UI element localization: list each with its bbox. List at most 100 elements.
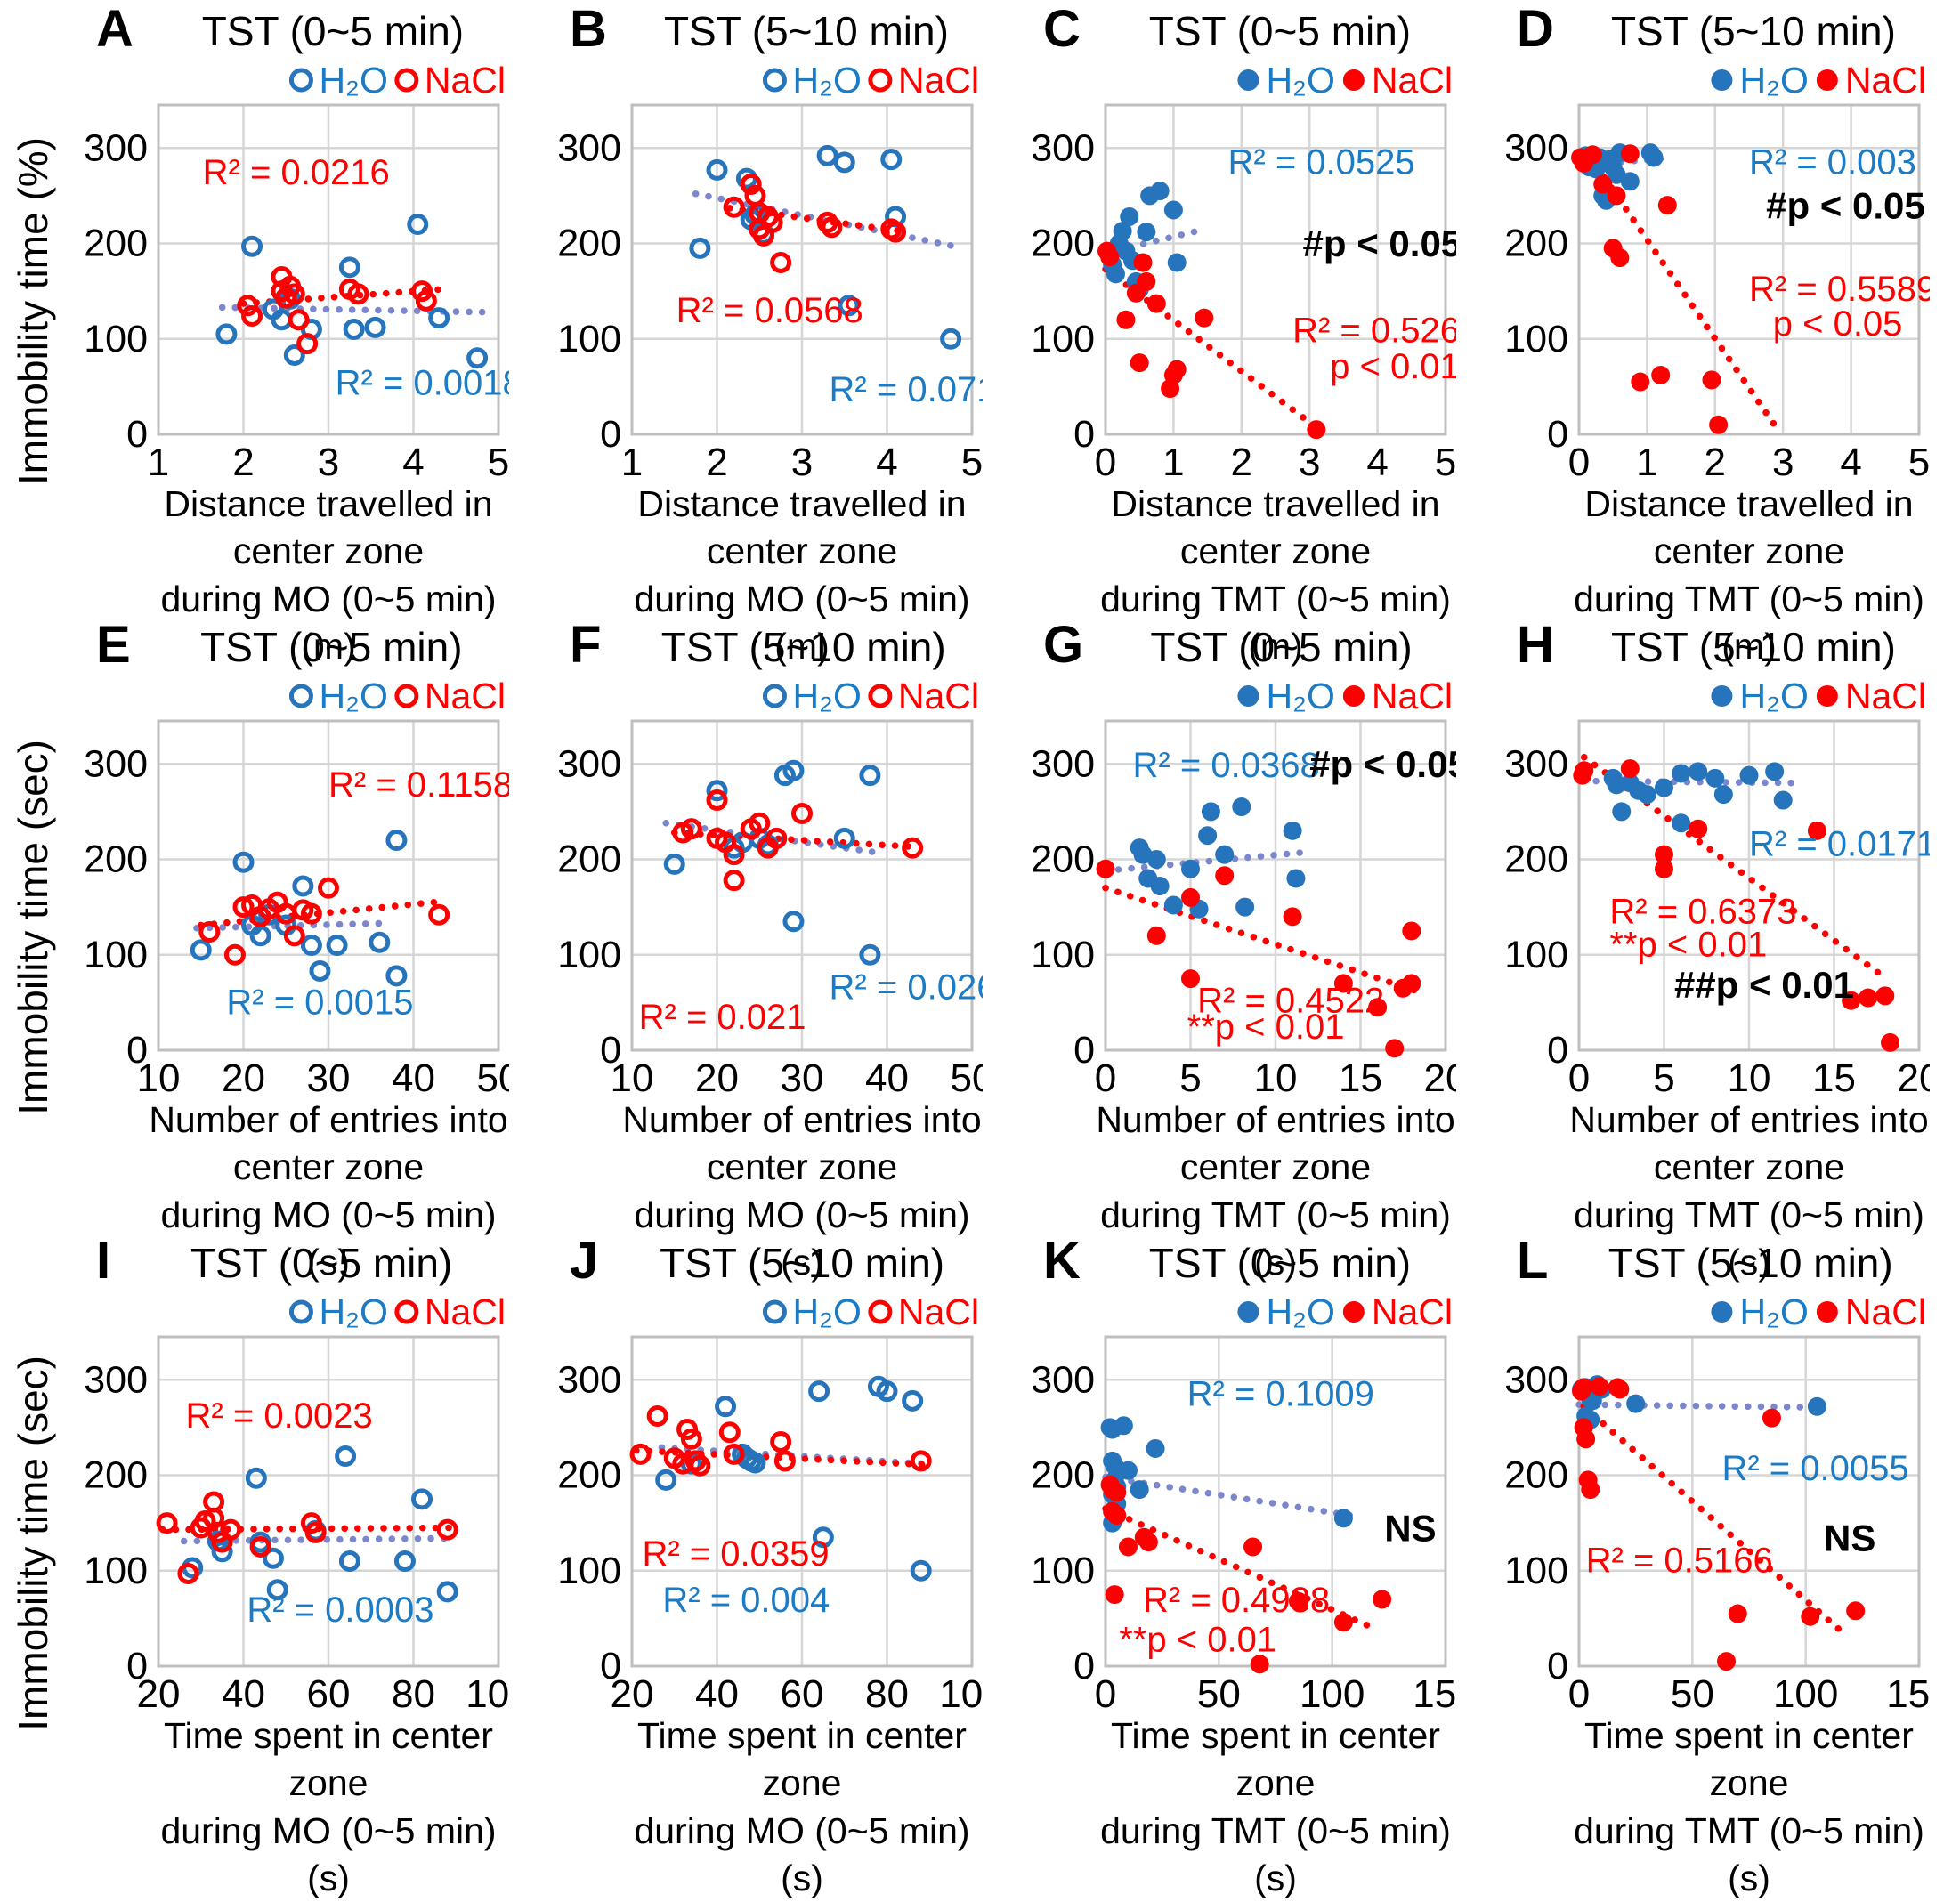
x-tick-label: 100 — [1300, 1672, 1365, 1714]
h2o-legend-icon — [762, 68, 787, 93]
x-tick-label: 4 — [1366, 441, 1388, 482]
panel-A: A TST (0~5 min) 0 100 200 300 1 2 3 4 5 H₂O NaCl R² … — [59, 4, 532, 667]
legend-h2o-label: H₂O — [1266, 60, 1334, 101]
h2o-point — [689, 237, 711, 259]
x-tick-label: 4 — [402, 441, 424, 482]
y-tick-label: 300 — [557, 742, 621, 785]
r2-annotation: R² = 0.1009 — [1187, 1375, 1374, 1414]
r2-annotation: R² = 0.0015 — [226, 983, 413, 1022]
h2o-point — [1167, 253, 1187, 272]
x-tick-label: 1 — [1162, 441, 1184, 482]
scatter-chart: 0 100 200 300 1 2 3 4 5 H₂O NaCl R² = 0.0568 R² = 0.… — [555, 55, 1016, 484]
y-tick-label: 200 — [1504, 838, 1568, 881]
legend-h2o-label: H₂O — [1739, 60, 1808, 101]
scatter-chart: 0 100 200 300 0 5 10 15 20 H₂O NaCl R² = 0.0368#p <… — [1029, 671, 1469, 1100]
nacl-trendline — [239, 286, 447, 307]
h2o-point — [744, 1452, 766, 1474]
nacl-point — [1717, 1652, 1737, 1671]
h2o-point — [1286, 869, 1306, 888]
h2o-point — [338, 256, 360, 279]
h2o-point — [393, 1550, 416, 1573]
h2o-point — [1120, 206, 1139, 226]
nacl-point — [1133, 253, 1153, 272]
panel-title: TST (5~10 min) — [660, 624, 946, 670]
legend-h2o-label: H₂O — [319, 676, 387, 716]
nacl-point — [1107, 1483, 1127, 1502]
nacl-point — [723, 844, 745, 866]
x-tick-label: 5 — [1435, 441, 1456, 482]
h2o-point — [1235, 897, 1255, 917]
y-tick-label: 100 — [557, 1550, 621, 1592]
h2o-legend-icon — [1237, 69, 1259, 91]
nacl-point — [1385, 1039, 1405, 1058]
nacl-point — [232, 896, 255, 919]
y-tick-label: 0 — [1073, 1645, 1095, 1688]
nacl-point — [723, 1443, 745, 1465]
x-tick-label: 15 — [1339, 1056, 1382, 1098]
r2-annotation: R² = 0.0171 — [1749, 825, 1930, 864]
x-axis-title: Number of entries into center zone during… — [1569, 1099, 1929, 1283]
plot-border — [1104, 1335, 1447, 1668]
legend-h2o-label: H₂O — [792, 1291, 861, 1332]
nacl-legend-icon — [1342, 69, 1365, 91]
h2o-point — [292, 875, 314, 897]
nacl-point — [1655, 845, 1673, 864]
nacl-point — [1655, 859, 1673, 878]
legend-h2o-label: H₂O — [1739, 1291, 1808, 1332]
nacl-point — [288, 309, 310, 331]
y-tick-label: 100 — [1504, 934, 1568, 976]
h2o-point — [326, 935, 348, 957]
h2o-point — [211, 1541, 233, 1563]
nacl-point — [1801, 1607, 1820, 1626]
nacl-point — [220, 1518, 242, 1541]
nacl-point — [629, 1443, 652, 1465]
legend: H₂O NaCl — [1237, 60, 1453, 101]
nacl-point — [347, 283, 369, 305]
x-axis-title: Time spent in center zone during MO (0~5 … — [160, 1715, 497, 1898]
scatter-chart: 0 100 200 300 0 1 2 3 4 5 H₂O NaCl R² = 0.003 #p < 0.… — [1502, 55, 1936, 484]
legend: H₂O NaCl — [1711, 676, 1926, 716]
x-tick-label: 150 — [1413, 1672, 1456, 1714]
y-tick-label: 200 — [557, 223, 621, 265]
significance-annotation: #p < 0.05 — [1303, 223, 1456, 264]
y-tick-label: 100 — [1504, 1550, 1568, 1592]
legend-h2o-label: H₂O — [1266, 676, 1334, 716]
scatter-plot: 0 100 200 300 0 1 2 3 4 5 H₂O NaCl R² = 0.0525 #p < 0… — [1031, 60, 1479, 484]
nacl-point — [1859, 988, 1878, 1008]
y-tick-label: 200 — [1031, 1454, 1095, 1497]
legend: H₂O NaCl — [762, 1291, 979, 1332]
y-tick-label: 300 — [557, 1358, 621, 1401]
h2o-legend-icon — [1711, 69, 1733, 91]
h2o-legend-icon — [1237, 1301, 1259, 1323]
y-tick-label: 300 — [84, 1358, 148, 1401]
h2o-point — [1612, 802, 1632, 822]
x-tick-label: 20 — [1898, 1056, 1930, 1098]
r2-annotation: R² = 0.021 — [639, 998, 806, 1037]
y-tick-label: 200 — [557, 1454, 621, 1497]
nacl-legend-icon — [868, 1299, 893, 1324]
nacl-point — [1689, 819, 1708, 838]
h2o-point — [428, 307, 450, 329]
nacl-trendline — [633, 1446, 929, 1469]
nacl-point — [1842, 991, 1861, 1010]
panel-letter: K — [1043, 1232, 1081, 1290]
nacl-point — [283, 925, 305, 947]
nacl-point — [1593, 174, 1613, 194]
y-tick-label: 200 — [84, 223, 148, 265]
panel-title: TST (0~5 min) — [1150, 624, 1413, 670]
scatter-chart: 0 100 200 300 20 40 60 80 100 H₂O NaCl R² = 0.0023 R… — [82, 1287, 530, 1716]
x-tick-label: 5 — [488, 441, 509, 482]
y-tick-label: 100 — [1031, 318, 1095, 360]
panel-title: TST (5~10 min) — [1610, 624, 1896, 670]
r2-annotation: R² = 0.4522 — [1197, 981, 1384, 1020]
r2-annotation: R² = 0.1158 — [328, 765, 509, 805]
panel-letter: C — [1043, 0, 1081, 58]
h2o-trendline — [692, 190, 963, 251]
nacl-trendline — [198, 897, 447, 929]
significance-annotation: ##p < 0.01 — [1674, 964, 1854, 1006]
panel-letter: J — [570, 1232, 599, 1290]
h2o-point — [715, 1396, 737, 1418]
y-tick-label: 100 — [1031, 1550, 1095, 1592]
x-tick-label: 40 — [695, 1672, 739, 1714]
h2o-point — [1163, 895, 1183, 915]
